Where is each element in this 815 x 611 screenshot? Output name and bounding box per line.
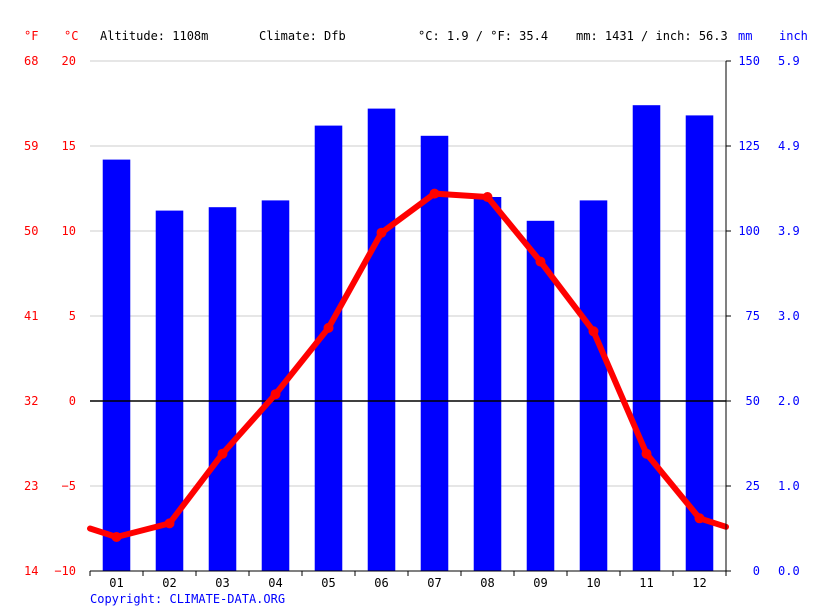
temperature-point	[535, 256, 546, 267]
average-temperature-label: °C: 1.9 / °F: 35.4	[418, 29, 548, 43]
precipitation-bar	[314, 125, 343, 571]
mm-tick-label: 0	[753, 564, 760, 578]
temperature-point	[588, 326, 599, 337]
temperature-point	[641, 448, 652, 459]
celsius-tick-label: −10	[54, 564, 76, 578]
precipitation-bar	[367, 108, 396, 571]
month-tick-label: 05	[321, 576, 335, 590]
month-tick-label: 07	[427, 576, 441, 590]
precipitation-bar	[155, 210, 184, 571]
fahrenheit-tick-label: 14	[24, 564, 38, 578]
celsius-tick-label: 20	[62, 54, 76, 68]
temperature-point	[164, 518, 175, 529]
precipitation-bar	[102, 159, 131, 571]
mm-tick-label: 75	[746, 309, 760, 323]
celsius-tick-label: −5	[62, 479, 76, 493]
precipitation-bar	[473, 197, 502, 571]
copyright-text: Copyright: CLIMATE-DATA.ORG	[90, 592, 285, 606]
altitude-label: Altitude: 1108m	[100, 29, 208, 43]
month-tick-label: 03	[215, 576, 229, 590]
celsius-tick-label: 10	[62, 224, 76, 238]
mm-tick-label: 150	[738, 54, 760, 68]
month-tick-label: 01	[109, 576, 123, 590]
month-tick-label: 08	[480, 576, 494, 590]
mm-tick-label: 25	[746, 479, 760, 493]
precipitation-bar	[579, 200, 608, 571]
temperature-point	[694, 513, 705, 524]
precipitation-bar	[632, 105, 661, 571]
total-precipitation-label: mm: 1431 / inch: 56.3	[576, 29, 728, 43]
inch-tick-label: 1.0	[778, 479, 800, 493]
month-tick-label: 11	[639, 576, 653, 590]
fahrenheit-tick-label: 50	[24, 224, 38, 238]
tick-labels: 68 20 150 5.959 15 125 4.950 10 100 3.941 5 75 3.032…	[24, 54, 800, 590]
celsius-tick-label: 5	[69, 309, 76, 323]
mm-unit-label: mm	[738, 29, 752, 43]
temperature-point	[111, 532, 122, 542]
mm-tick-label: 50	[746, 394, 760, 408]
inch-tick-label: 3.9	[778, 224, 800, 238]
inch-tick-label: 2.0	[778, 394, 800, 408]
precipitation-bar	[208, 207, 237, 571]
gridlines	[90, 60, 726, 572]
celsius-tick-label: 15	[62, 139, 76, 153]
inch-tick-label: 4.9	[778, 139, 800, 153]
mm-tick-label: 100	[738, 224, 760, 238]
fahrenheit-tick-label: 41	[24, 309, 38, 323]
temperature-point	[270, 389, 281, 400]
inch-tick-label: 5.9	[778, 54, 800, 68]
mm-tick-label: 125	[738, 139, 760, 153]
temperature-point	[429, 188, 440, 199]
precipitation-bar	[420, 135, 449, 572]
temperature-point	[217, 448, 228, 459]
month-tick-label: 06	[374, 576, 388, 590]
month-tick-label: 10	[586, 576, 600, 590]
fahrenheit-unit-label: °F	[24, 29, 38, 43]
fahrenheit-tick-label: 23	[24, 479, 38, 493]
fahrenheit-tick-label: 68	[24, 54, 38, 68]
temperature-point	[323, 322, 334, 333]
climate-label: Climate: Dfb	[259, 29, 346, 43]
temperature-point	[376, 227, 387, 238]
temperature-point	[482, 192, 493, 202]
temperature-line	[87, 188, 729, 542]
precipitation-bar	[685, 115, 714, 572]
month-tick-label: 04	[268, 576, 282, 590]
month-tick-label: 02	[162, 576, 176, 590]
fahrenheit-tick-label: 59	[24, 139, 38, 153]
month-tick-label: 12	[692, 576, 706, 590]
inch-unit-label: inch	[779, 29, 808, 43]
fahrenheit-tick-label: 32	[24, 394, 38, 408]
precipitation-bar	[526, 220, 555, 572]
inch-tick-label: 0.0	[778, 564, 800, 578]
inch-tick-label: 3.0	[778, 309, 800, 323]
axes	[89, 60, 731, 576]
precipitation-bars	[102, 105, 714, 572]
month-tick-label: 09	[533, 576, 547, 590]
celsius-tick-label: 0	[69, 394, 76, 408]
celsius-unit-label: °C	[64, 29, 78, 43]
temperature-line-path	[87, 190, 729, 540]
